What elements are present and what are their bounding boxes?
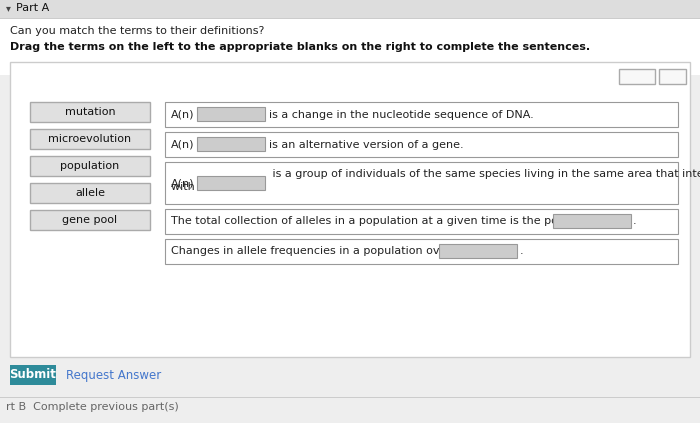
Bar [30,102,150,122]
Bar [10,62,690,357]
Text: Can you match the terms to their definitions?: Can you match the terms to their definit… [10,26,265,36]
Bar [197,107,265,121]
Bar [30,156,150,176]
Text: microevolution: microevolution [48,134,132,144]
Text: rt B  Complete previous part(s): rt B Complete previous part(s) [6,402,178,412]
Bar [197,176,265,190]
Text: Reset: Reset [622,71,652,82]
Text: .: . [519,247,523,256]
Text: Changes in allele frequencies in a population over time is: Changes in allele frequencies in a popul… [171,247,496,256]
Bar [553,214,631,228]
Bar [659,69,686,84]
Text: gene pool: gene pool [62,215,118,225]
Text: is an alternative version of a gene.: is an alternative version of a gene. [269,140,463,149]
Text: Submit: Submit [10,368,57,382]
Text: is a group of individuals of the same species living in the same area that inter: is a group of individuals of the same sp… [269,169,700,179]
Bar [0,0,700,18]
Text: A(n): A(n) [171,178,195,188]
Bar [440,244,517,258]
Text: A(n): A(n) [171,140,195,149]
Bar [165,239,678,264]
Bar [0,397,700,398]
Text: Part A: Part A [16,3,49,13]
Text: allele: allele [75,188,105,198]
Text: .: . [634,217,637,226]
Text: Help: Help [659,71,686,82]
Text: is a change in the nucleotide sequence of DNA.: is a change in the nucleotide sequence o… [269,110,533,120]
Text: population: population [60,161,120,171]
Bar [165,209,678,234]
Text: The total collection of alleles in a population at a given time is the populatio: The total collection of alleles in a pop… [171,217,616,226]
Bar [619,69,655,84]
Bar [0,18,700,19]
Bar [10,365,56,385]
Text: A(n): A(n) [171,110,195,120]
Bar [30,183,150,203]
Bar [197,137,265,151]
Bar [165,102,678,127]
Text: Request Answer: Request Answer [66,368,161,382]
Bar [165,162,678,204]
Bar [165,132,678,157]
Bar [30,129,150,149]
Text: with each other.: with each other. [171,182,261,192]
Bar [0,18,700,75]
Text: Drag the terms on the left to the appropriate blanks on the right to complete th: Drag the terms on the left to the approp… [10,42,590,52]
Text: mutation: mutation [64,107,116,117]
Bar [30,210,150,230]
Text: ▾: ▾ [6,3,11,13]
